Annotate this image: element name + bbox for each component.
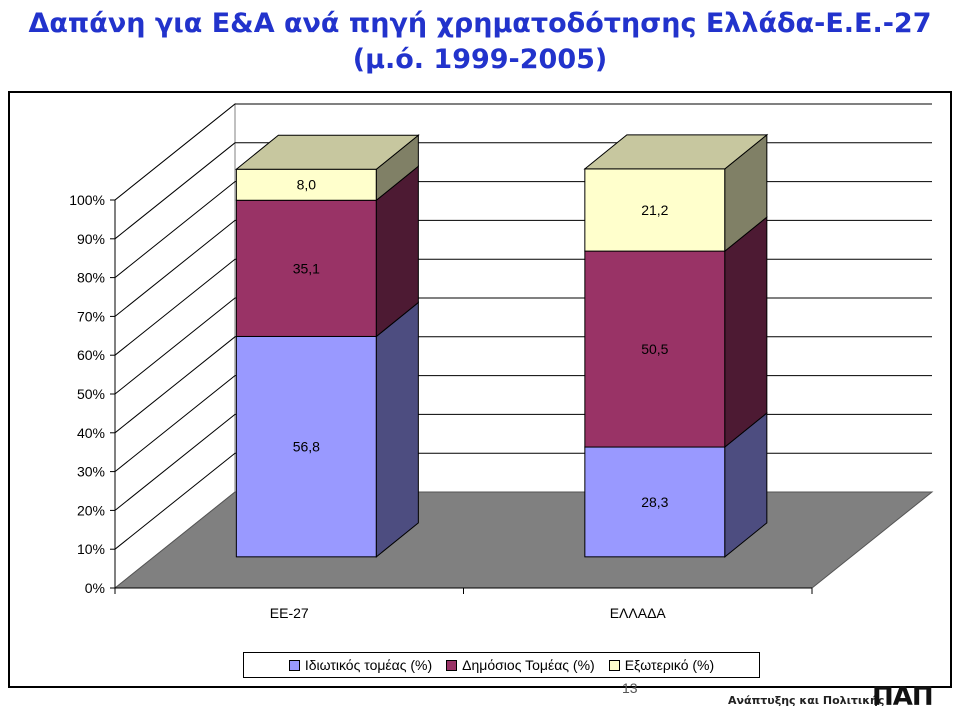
legend-label-abroad: Εξωτερικό (%) xyxy=(624,657,715,673)
chart-bars xyxy=(234,133,769,558)
chart-frame: 0% 10% 20% 30% 40% 50% 60% 70% 80% 90% 100% ΕΕ-27 ΕΛ… xyxy=(8,91,952,688)
footer-text: Ανάπτυξης και Πολιτικής xyxy=(728,694,885,707)
bar-segment-front xyxy=(235,335,377,558)
bar-segment-front xyxy=(235,168,377,201)
bar-segment-front xyxy=(584,250,726,448)
y-tick-label: 40% xyxy=(77,425,105,441)
stacked-bar-chart: 0% 10% 20% 30% 40% 50% 60% 70% 80% 90% 100% ΕΕ-27 ΕΛ… xyxy=(69,102,934,621)
data-label: 8,0 xyxy=(297,177,317,193)
y-tick-label: 100% xyxy=(69,192,105,208)
page-number: 13 xyxy=(622,680,638,696)
footer-logo: ΠΑΠ xyxy=(872,682,934,712)
y-tick-label: 0% xyxy=(85,580,105,596)
bar-segment-front xyxy=(235,199,377,337)
y-tick-label: 50% xyxy=(77,386,105,402)
data-label: 35,1 xyxy=(293,260,320,276)
slide-title: Δαπάνη για Ε&Α ανά πηγή χρηματοδότησης Ε… xyxy=(0,6,960,78)
y-tick-label: 80% xyxy=(77,270,105,286)
legend-item-private: Ιδιωτικός τομέας (%) xyxy=(288,657,433,673)
data-label: 56,8 xyxy=(293,439,320,455)
bar-segment-front xyxy=(584,168,726,252)
y-tick-label: 10% xyxy=(77,541,105,557)
bar-top-face xyxy=(234,134,420,170)
legend-item-public: Δημόσιος Τομέας (%) xyxy=(446,657,595,673)
legend-swatch-public xyxy=(446,659,458,671)
bar-segment-side xyxy=(724,216,768,449)
x-tick-label: ΕΛΛΑΔΑ xyxy=(610,605,667,621)
y-tick-label: 20% xyxy=(77,502,105,518)
chart-data-labels: 56,8 35,1 8,0 28,3 50,5 21,2 xyxy=(293,177,669,510)
slide-title-line-1: Δαπάνη για Ε&Α ανά πηγή χρηματοδότησης Ε… xyxy=(28,8,932,39)
data-label: 28,3 xyxy=(641,494,668,510)
bar-segment-side xyxy=(375,301,419,558)
slide-title-line-2: (μ.ό. 1999-2005) xyxy=(352,44,608,75)
bar-stack-0 xyxy=(234,134,420,558)
y-tick-label: 90% xyxy=(77,231,105,247)
gridline xyxy=(114,103,932,201)
y-tick-label: 60% xyxy=(77,347,105,363)
legend-swatch-abroad xyxy=(608,659,620,671)
data-label: 50,5 xyxy=(641,341,668,357)
legend-label-private: Ιδιωτικός τομέας (%) xyxy=(304,657,433,673)
chart-legend: Ιδιωτικός τομέας (%) Δημόσιος Τομέας (%)… xyxy=(243,652,760,678)
x-tick-label: ΕΕ-27 xyxy=(270,605,309,621)
bar-top-face xyxy=(583,134,769,170)
chart-axes: 0% 10% 20% 30% 40% 50% 60% 70% 80% 90% 100% ΕΕ-27 ΕΛ… xyxy=(69,192,813,621)
y-tick-label: 30% xyxy=(77,464,105,480)
bar-stack-1 xyxy=(583,133,769,558)
legend-item-abroad: Εξωτερικό (%) xyxy=(608,657,715,673)
bar-segment-front xyxy=(584,446,726,558)
y-tick-label: 70% xyxy=(77,308,105,324)
legend-label-public: Δημόσιος Τομέας (%) xyxy=(462,657,595,673)
data-label: 21,2 xyxy=(641,202,668,218)
slide-footer: 13 Ανάπτυξης και Πολιτικής ΠΑΠ xyxy=(0,678,960,720)
legend-swatch-private xyxy=(288,659,300,671)
